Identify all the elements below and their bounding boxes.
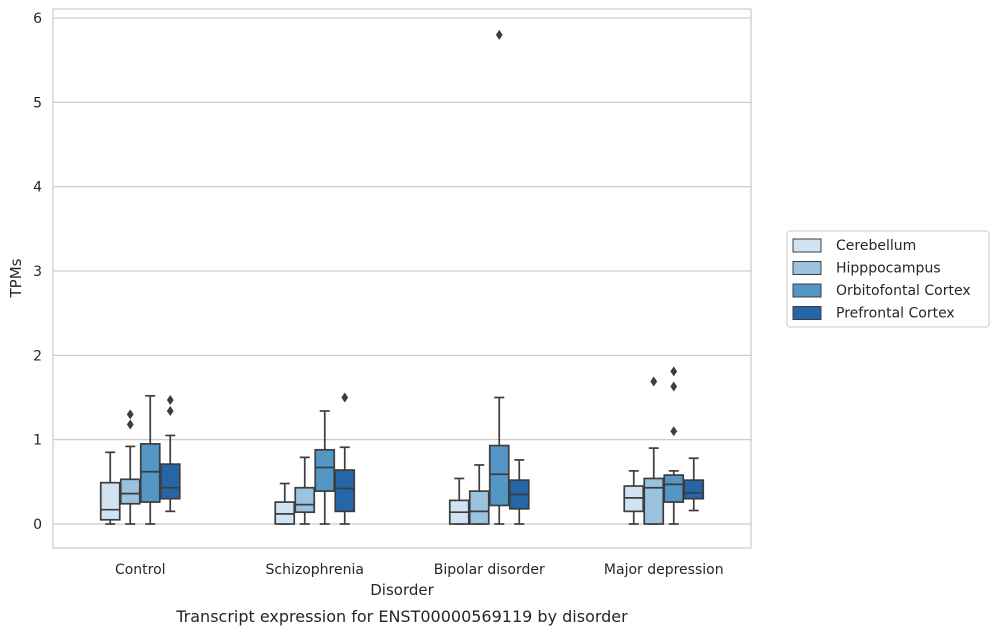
outlier-0 xyxy=(341,392,349,403)
box-3-2 xyxy=(663,366,685,525)
outlier-0 xyxy=(126,419,134,430)
box-body xyxy=(468,490,490,525)
outlier-0 xyxy=(495,29,503,40)
legend-label-0: Cerebellum xyxy=(836,238,916,254)
box-0-0 xyxy=(99,451,121,525)
y-tick-label-2: 2 xyxy=(33,348,42,364)
box-body xyxy=(314,448,336,492)
box-3-0 xyxy=(623,470,645,525)
outlier-0 xyxy=(166,405,174,416)
y-tick-label-4: 4 xyxy=(33,180,42,196)
box-body xyxy=(683,479,705,500)
box-2-1 xyxy=(468,464,490,525)
box-2-2 xyxy=(488,29,510,525)
box-1-0 xyxy=(274,482,296,525)
x-tick-label-0: Control xyxy=(115,562,166,578)
box-3-3 xyxy=(683,457,705,512)
gridlines xyxy=(53,17,751,525)
outlier-0 xyxy=(670,426,678,437)
legend-label-1: Hipppocampus xyxy=(836,261,941,277)
box-1-1 xyxy=(294,456,316,525)
x-axis-label: Disorder xyxy=(370,581,434,599)
box-3-1 xyxy=(643,376,665,525)
box-2-3 xyxy=(508,459,530,525)
plot-area xyxy=(52,8,752,549)
box-body xyxy=(334,469,356,513)
box-2-0 xyxy=(448,477,470,525)
box-0-3 xyxy=(159,395,181,513)
box-body xyxy=(99,481,121,521)
box-body xyxy=(663,474,685,503)
y-axis-ticks: 0 1 2 3 4 5 6 xyxy=(33,11,42,533)
outlier-2 xyxy=(670,366,678,377)
box-body xyxy=(159,463,181,500)
x-tick-label-1: Schizophrenia xyxy=(266,562,364,578)
y-tick-label-5: 5 xyxy=(33,95,42,111)
legend-swatch-0 xyxy=(792,238,822,253)
outlier-1 xyxy=(126,409,134,420)
box-1-2 xyxy=(314,410,336,525)
box-body xyxy=(119,478,141,505)
chart-caption: Transcript expression for ENST0000056911… xyxy=(175,607,628,626)
legend-label-3: Prefrontal Cortex xyxy=(836,306,955,322)
legend-swatch-3 xyxy=(792,306,822,320)
outlier-1 xyxy=(670,381,678,392)
box-1-3 xyxy=(334,392,356,525)
y-axis-label: TPMs xyxy=(7,258,25,298)
box-0-1 xyxy=(119,409,141,525)
y-tick-label-3: 3 xyxy=(33,264,42,280)
y-tick-label-1: 1 xyxy=(33,433,42,449)
legend: Cerebellum Hipppocampus Orbitofontal Corte… xyxy=(786,230,990,328)
box-0-2 xyxy=(139,394,161,525)
y-tick-label-0: 0 xyxy=(33,517,42,533)
outlier-1 xyxy=(166,395,174,406)
boxes xyxy=(99,29,705,525)
legend-swatch-1 xyxy=(792,261,822,275)
x-tick-label-3: Major depression xyxy=(604,562,724,578)
x-tick-label-2: Bipolar disorder xyxy=(434,562,545,578)
box-body xyxy=(294,486,316,514)
y-tick-label-6: 6 xyxy=(33,11,42,27)
x-axis-ticks: Control Schizophrenia Bipolar disorder Majo… xyxy=(115,562,724,578)
legend-label-2: Orbitofontal Cortex xyxy=(836,283,971,299)
box-body xyxy=(488,444,510,507)
box-body xyxy=(139,443,161,503)
outlier-0 xyxy=(650,376,658,387)
legend-swatch-2 xyxy=(792,283,822,298)
box-body xyxy=(643,477,665,525)
legend-frame xyxy=(786,230,990,328)
